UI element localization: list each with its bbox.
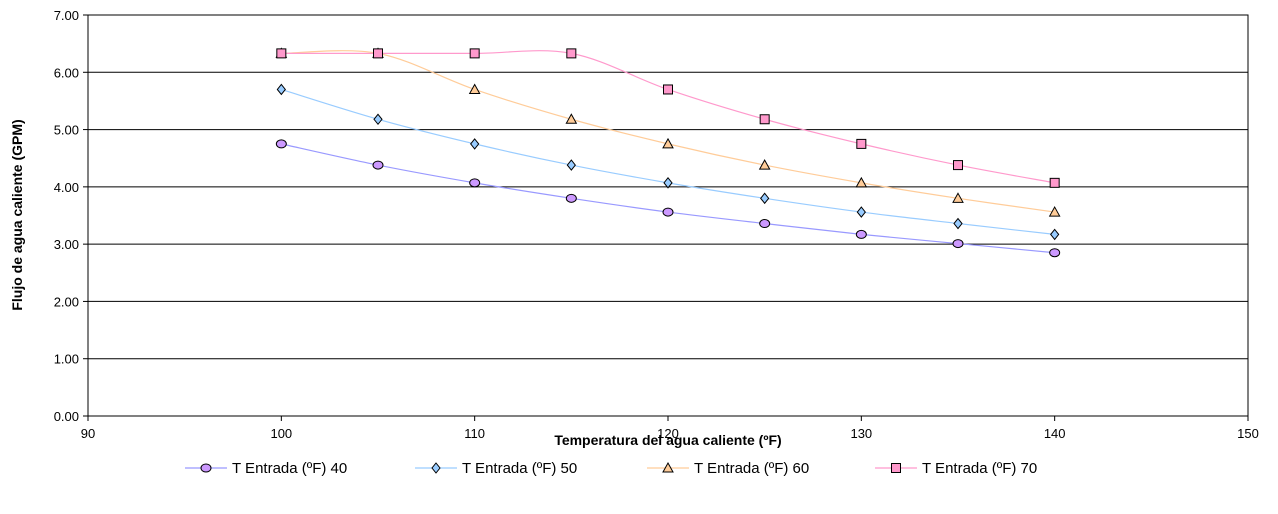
series-layer (275, 47, 1061, 258)
x-tick-label: 140 (1044, 426, 1066, 441)
legend-marker (662, 461, 674, 473)
data-point (1049, 177, 1060, 188)
data-point (276, 83, 286, 96)
data-point (856, 138, 867, 149)
y-tick-label: 4.00 (54, 180, 79, 195)
x-tick-label: 130 (850, 426, 872, 441)
data-point (663, 84, 673, 95)
legend-label: T Entrada (ºF) 40 (232, 460, 347, 477)
series-4 (276, 48, 1060, 188)
data-point (566, 159, 576, 171)
legend-marker (891, 463, 901, 473)
legend-marker (431, 462, 441, 474)
data-point (469, 48, 480, 59)
y-tick-label: 6.00 (54, 65, 79, 80)
legend-label: T Entrada (ºF) 50 (462, 460, 577, 477)
data-point (373, 48, 383, 59)
data-point (760, 192, 770, 205)
x-tick-label: 150 (1237, 426, 1259, 441)
data-point (276, 48, 287, 59)
y-tick-label: 0.00 (54, 409, 79, 424)
gridlines (88, 71, 1248, 360)
legend-label: T Entrada (ºF) 70 (922, 460, 1037, 477)
data-point (372, 160, 384, 170)
data-point (953, 217, 963, 230)
data-point (855, 176, 868, 188)
data-point (662, 137, 674, 149)
data-point (759, 114, 770, 125)
data-point (856, 206, 866, 218)
data-point (662, 207, 674, 217)
data-point (1049, 248, 1061, 258)
legend: T Entrada (ºF) 40 T Entrada (ºF) 50 T Entr… (185, 460, 1037, 477)
data-point (953, 160, 963, 171)
x-tick-label: 100 (270, 426, 292, 441)
data-point (758, 159, 771, 170)
x-axis-title: Temperatura del agua caliente (ºF) (554, 432, 781, 448)
data-point (468, 83, 481, 94)
x-tick-label: 90 (81, 426, 95, 441)
data-point (469, 178, 481, 188)
y-tick-label: 3.00 (54, 237, 79, 252)
y-axis-title: Flujo de agua caliente (GPM) (9, 119, 25, 310)
series-2 (276, 83, 1060, 241)
data-point (470, 138, 480, 150)
data-point (663, 177, 673, 189)
data-point (565, 193, 577, 203)
series-1 (275, 139, 1061, 258)
x-tick-label: 110 (464, 426, 485, 441)
data-point (565, 113, 578, 124)
data-point (275, 139, 287, 149)
x-tick-label: 120 (657, 426, 679, 441)
data-point (1050, 228, 1060, 241)
legend-marker (200, 463, 212, 473)
data-point (1048, 206, 1061, 217)
data-point (855, 229, 867, 239)
x-axis-ticks: 90 100 110 120 130 140 150 (81, 416, 1259, 441)
data-point (952, 239, 964, 249)
y-axis-ticks: 0.00 1.00 2.00 3.00 4.00 5.00 6.00 7.00 (54, 8, 88, 424)
y-tick-label: 2.00 (54, 294, 79, 309)
data-point (952, 192, 964, 203)
y-tick-label: 7.00 (54, 8, 79, 23)
data-point (566, 48, 577, 59)
legend-label: T Entrada (ºF) 60 (694, 460, 809, 477)
data-point (759, 219, 771, 229)
data-point (373, 113, 383, 126)
y-tick-label: 1.00 (54, 352, 79, 367)
y-tick-label: 5.00 (54, 123, 79, 138)
